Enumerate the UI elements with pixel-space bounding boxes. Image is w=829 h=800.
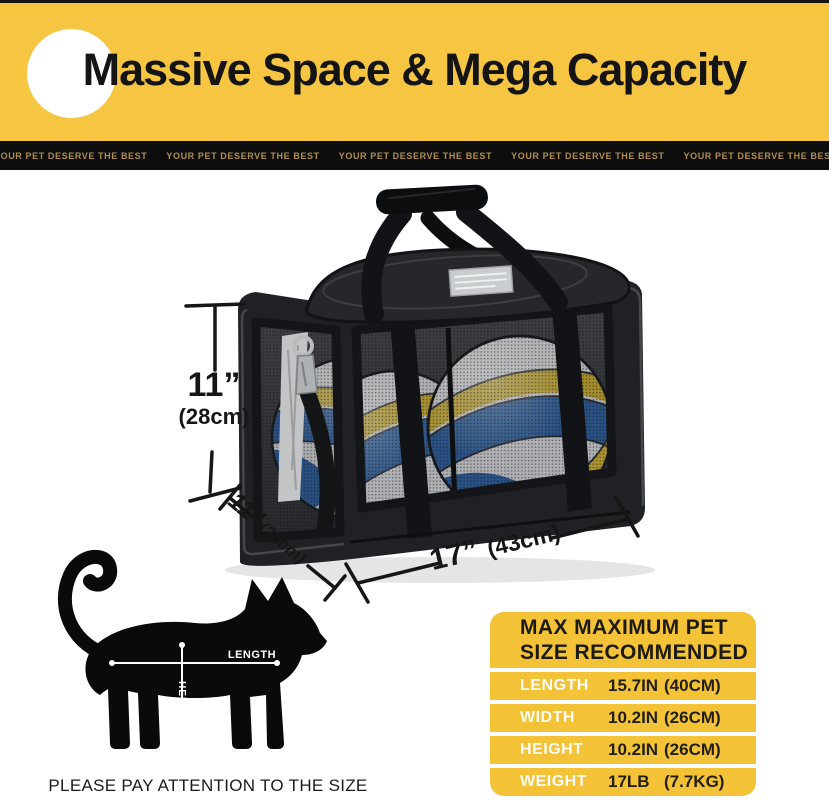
slogan-text: YOUR PET DESERVE THE BEST	[166, 150, 320, 161]
slogan-text: YOUR PET DESERVE THE BEST	[338, 150, 493, 161]
top-border	[0, 0, 829, 3]
slogan-ribbon: YOUR PET DESERVE THE BEST YOUR PET DESER…	[0, 141, 829, 170]
title-banner	[0, 3, 829, 141]
row-label: LENGTH	[520, 677, 589, 694]
table-row: HEIGHT 10.2IN (26CM)	[490, 736, 756, 764]
row-value: 17LB	[608, 772, 650, 791]
table-row: LENGTH 15.7IN (40CM)	[490, 672, 756, 700]
piping	[240, 308, 345, 556]
table-title-line1: MAX MAXIMUM PET	[520, 616, 728, 639]
row-value: 10.2IN	[608, 740, 659, 759]
mesh-seam	[445, 327, 458, 505]
row-value-metric: (26CM)	[664, 708, 721, 727]
pet-size-table: MAX MAXIMUM PET SIZE RECOMMENDED LENGTH …	[490, 612, 756, 796]
height-cm: (28cm)	[178, 404, 250, 429]
slogan-text: YOUR PET DESERVE THE BEST	[683, 150, 829, 161]
row-label: WEIGHT	[520, 773, 587, 790]
strap-clip	[292, 335, 318, 395]
table-row: WEIGHT 17LB (7.7KG)	[490, 768, 756, 796]
row-value: 10.2IN	[608, 708, 659, 727]
front-strap-right	[552, 304, 592, 512]
row-value-metric: (40CM)	[664, 676, 721, 695]
table-row: WIDTH 10.2IN (26CM)	[490, 704, 756, 732]
dimension-lines	[184, 302, 640, 604]
cat-tail	[57, 549, 118, 660]
bag-shadow	[225, 557, 655, 583]
slogan-text: YOUR PET DESERVE THE BEST	[511, 150, 665, 161]
row-label: HEIGHT	[520, 741, 584, 758]
cat-measure-lines	[109, 642, 280, 758]
handle-grip	[376, 184, 488, 215]
cat-silhouette	[57, 549, 327, 749]
row-value-metric: (7.7KG)	[664, 772, 725, 791]
height-inches: 11”	[187, 366, 241, 404]
circle-accent	[27, 29, 116, 118]
cat-length-label: LENGTH	[228, 649, 276, 661]
page-title: Massive Space & Mega Capacity	[82, 44, 748, 95]
cat-size-diagram: LENGTH HEIGHT	[57, 549, 327, 758]
row-value: 15.7IN	[608, 676, 659, 695]
shoulder-strap	[296, 380, 336, 538]
id-card-pocket	[448, 265, 514, 297]
pet-carrier-photo	[184, 184, 655, 604]
row-label: WIDTH	[520, 709, 575, 726]
table-title: MAX MAXIMUM PET SIZE RECOMMENDED	[490, 612, 756, 668]
table-title-line2: SIZE RECOMMENDED	[520, 641, 749, 664]
cat-height-label: HEIGHT	[176, 681, 187, 725]
size-caption: PLEASE PAY ATTENTION TO THE SIZE	[48, 776, 368, 795]
height-dimension-label: 11” (28cm)	[168, 368, 260, 428]
front-strap-left	[390, 320, 432, 539]
row-value-metric: (26CM)	[664, 740, 721, 759]
carry-handles	[361, 184, 568, 324]
slogan-text: YOUR PET DESERVE THE BEST	[0, 150, 148, 161]
carrier-body	[238, 279, 645, 566]
